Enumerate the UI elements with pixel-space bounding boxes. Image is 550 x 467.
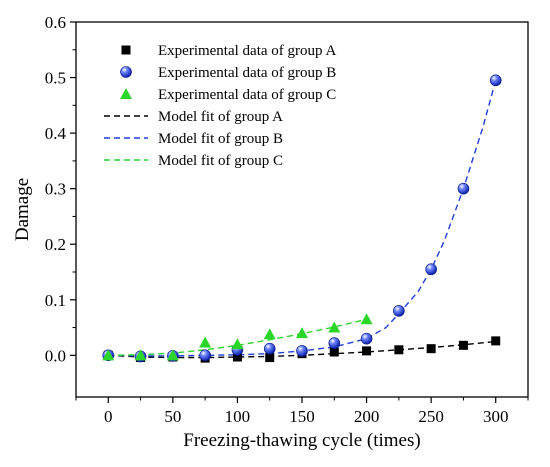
data-point-series-0 (232, 352, 242, 362)
data-point-series-0 (394, 345, 404, 355)
data-point-series-1 (199, 349, 211, 362)
y-tick-label: 0.6 (45, 13, 66, 32)
data-point-series-0 (426, 344, 436, 354)
legend-marker-series-1 (120, 66, 132, 78)
y-tick-label: 0.5 (45, 69, 66, 88)
legend-label-series-4: Model fit of group B (158, 131, 283, 147)
fit-line-series-5 (108, 318, 367, 357)
data-point-series-1 (457, 182, 470, 195)
x-tick-label: 150 (289, 407, 315, 426)
data-point-series-0 (362, 346, 372, 356)
data-point-series-2 (166, 349, 179, 361)
data-point-series-1 (328, 337, 341, 349)
x-tick-label: 100 (225, 407, 251, 426)
data-point-series-1 (393, 305, 405, 317)
data-point-series-0 (329, 347, 339, 357)
fit-line-series-4 (108, 80, 497, 357)
data-point-series-0 (491, 336, 501, 346)
data-points-layer (102, 74, 502, 363)
x-tick-label: 200 (354, 407, 380, 426)
legend-label-series-5: Model fit of group C (158, 153, 283, 169)
data-point-series-2 (134, 349, 147, 361)
data-point-series-2 (360, 313, 373, 325)
data-point-series-1 (489, 74, 502, 87)
legend-label-series-2: Experimental data of group C (158, 87, 336, 103)
x-tick-label: 0 (104, 407, 113, 426)
data-point-series-0 (458, 340, 468, 350)
data-point-series-0 (265, 353, 275, 363)
data-point-series-1 (360, 332, 373, 345)
legend-label-series-1: Experimental data of group B (158, 65, 336, 81)
x-tick-label: 250 (418, 407, 444, 426)
data-point-series-2 (328, 321, 341, 333)
legend-marker-series-2 (120, 88, 132, 99)
legend-label-series-3: Model fit of group A (158, 109, 283, 125)
y-tick-label: 0.0 (45, 346, 66, 365)
y-tick-label: 0.2 (45, 235, 66, 254)
legend-marker-series-0 (121, 45, 131, 55)
data-point-series-2 (199, 336, 212, 348)
data-point-series-1 (263, 342, 276, 355)
data-point-series-2 (231, 338, 244, 350)
data-point-series-1 (425, 263, 437, 276)
y-tick-label: 0.3 (45, 180, 66, 199)
legend: Experimental data of group A Experimental… (104, 43, 336, 169)
x-tick-label: 300 (483, 407, 509, 426)
x-tick-label: 50 (164, 407, 181, 426)
data-point-series-2 (296, 327, 308, 339)
x-axis-title: Freezing-thawing cycle (times) (183, 430, 420, 451)
data-point-series-2 (102, 349, 115, 361)
axes-layer: 0 50 100 150 200 250 300 0.0 0.1 0.2 0.3 0.4 0.5 0.6 (45, 13, 529, 426)
data-point-series-1 (296, 345, 308, 357)
y-tick-label: 0.4 (45, 124, 67, 143)
y-axis-title: Damage (12, 178, 33, 241)
y-tick-label: 0.1 (45, 291, 66, 310)
data-point-series-2 (263, 328, 276, 340)
legend-label-series-0: Experimental data of group A (158, 43, 336, 59)
